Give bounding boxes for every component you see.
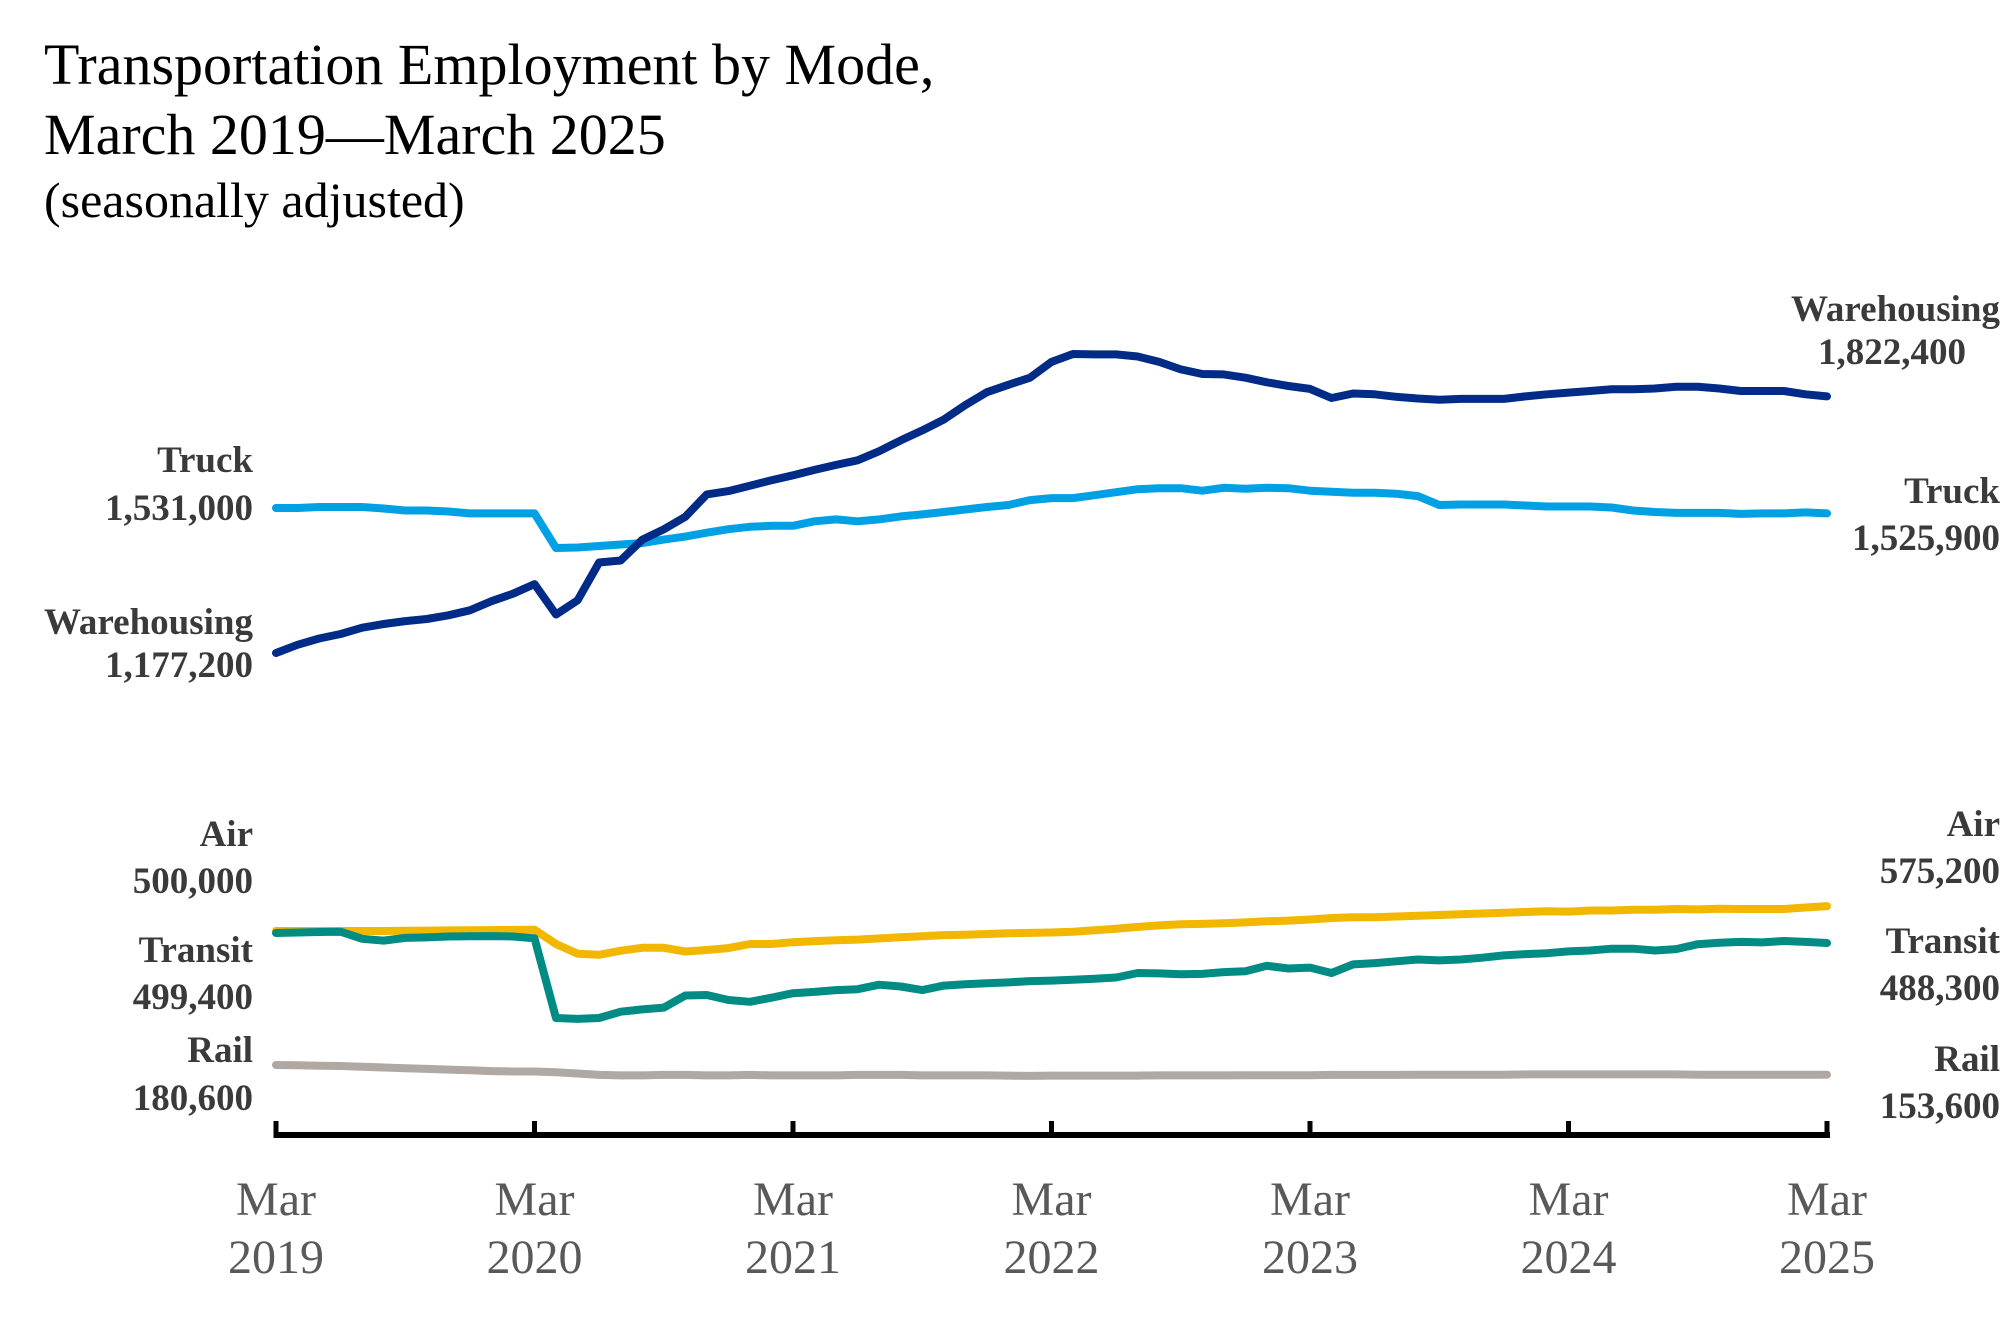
series-label-start-transit: Transit	[139, 930, 254, 971]
x-tick-label-month: Mar	[495, 1173, 575, 1226]
chart-title-line-2: March 2019—March 2025	[44, 102, 666, 167]
series-line-rail	[272, 1061, 1831, 1080]
series-line-truck	[272, 483, 1831, 552]
x-tick-label-year: 2024	[1521, 1231, 1617, 1284]
series-value-start-air: 500,000	[133, 861, 253, 902]
x-tick-label-year: 2021	[745, 1231, 841, 1284]
x-tick-label-month: Mar	[753, 1173, 833, 1226]
x-tick-label-month: Mar	[236, 1173, 316, 1226]
series-value-end-air: 575,200	[1880, 851, 2000, 892]
series-label-end-air: Air	[1947, 804, 2000, 845]
x-tick-label-month: Mar	[1787, 1173, 1867, 1226]
x-tick-label-month: Mar	[1529, 1173, 1609, 1226]
series-line-warehousing	[272, 350, 1831, 657]
series-value-start-rail: 180,600	[133, 1078, 253, 1119]
series-value-end-rail: 153,600	[1880, 1086, 2000, 1127]
series-labels: Warehousing1,177,200Warehousing1,822,400…	[44, 289, 2001, 1127]
series-label-start-air: Air	[200, 814, 253, 855]
series-value-end-transit: 488,300	[1880, 968, 2000, 1009]
x-tick-label-year: 2019	[228, 1231, 324, 1284]
series-value-end-truck: 1,525,900	[1852, 518, 2000, 559]
series-label-start-rail: Rail	[187, 1030, 253, 1071]
x-tick-label-month: Mar	[1270, 1173, 1350, 1226]
series-value-end-warehousing: 1,822,400	[1818, 332, 1966, 373]
series-value-start-truck: 1,531,000	[105, 488, 253, 529]
chart-title-block: Transportation Employment by Mode, March…	[44, 30, 934, 230]
x-tick-label-year: 2022	[1004, 1231, 1100, 1284]
series-label-end-warehousing: Warehousing	[1791, 289, 2001, 330]
series-label-start-truck: Truck	[157, 440, 253, 481]
series-line-air	[272, 902, 1831, 959]
chart-subtitle: (seasonally adjusted)	[44, 172, 465, 228]
x-tick-label-year: 2025	[1779, 1231, 1875, 1284]
series-layer	[272, 350, 1831, 1080]
series-label-start-warehousing: Warehousing	[44, 602, 254, 643]
x-tick-label-year: 2020	[487, 1231, 583, 1284]
series-value-start-transit: 499,400	[133, 977, 253, 1018]
x-axis: Mar2019Mar2020Mar2021Mar2022Mar2023Mar20…	[228, 1121, 1875, 1284]
x-tick-label-month: Mar	[1012, 1173, 1092, 1226]
series-label-end-transit: Transit	[1886, 921, 2001, 962]
series-value-start-warehousing: 1,177,200	[105, 645, 253, 686]
x-tick-label-year: 2023	[1262, 1231, 1358, 1284]
chart-title-line-1: Transportation Employment by Mode,	[44, 32, 935, 97]
series-label-end-rail: Rail	[1934, 1039, 2000, 1080]
series-label-end-truck: Truck	[1904, 471, 2000, 512]
series-line-transit	[272, 927, 1831, 1023]
